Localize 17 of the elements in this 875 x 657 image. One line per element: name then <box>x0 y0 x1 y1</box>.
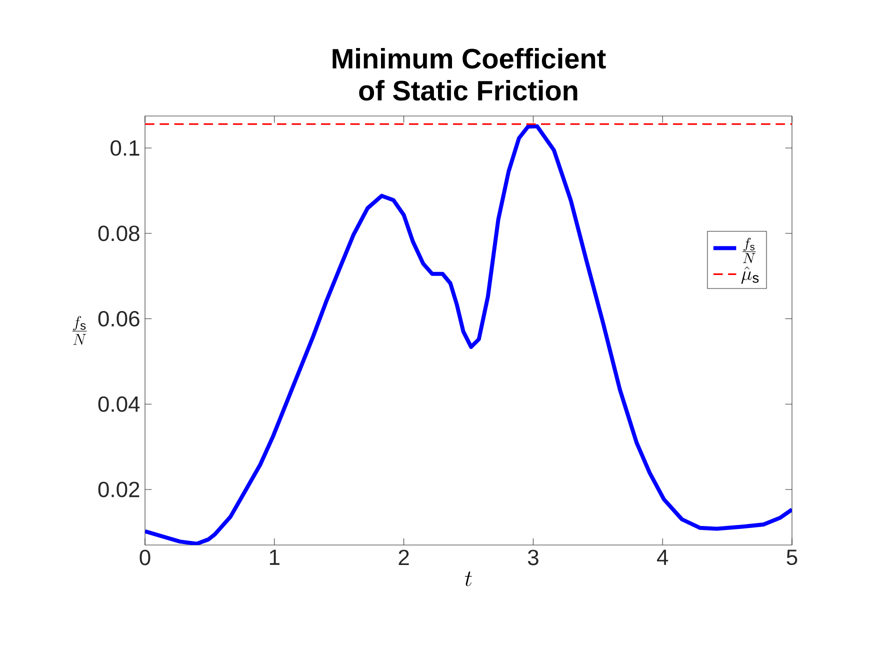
y-tick-label: 0.02 <box>98 482 140 498</box>
x-axis-title: $t$ <box>464 572 472 586</box>
x-tick-label: 5 <box>786 550 798 566</box>
x-tick-label: 4 <box>656 550 668 565</box>
y-tick-label: 0.08 <box>98 226 140 242</box>
legend-label: $\frac{f_\mathrm{s}}{N}$ <box>742 238 756 264</box>
y-tick-label: 0.04 <box>98 396 140 412</box>
x-tick-label: 0 <box>140 550 150 566</box>
chart-title: Minimum Coefficient of Static Friction <box>332 48 606 101</box>
legend-label: $\hat{\mu}_\mathrm{s}$ <box>741 266 759 284</box>
y-tick-label: 0.06 <box>98 310 140 327</box>
y-tick-label: 0.1 <box>110 140 140 156</box>
y-axis-title: $\frac{f_\mathrm{s}}{N}$ <box>72 316 87 345</box>
x-tick-label: 2 <box>398 550 409 566</box>
x-tick-label: 1 <box>270 550 280 565</box>
x-tick-label: 3 <box>528 550 538 566</box>
line-series <box>145 124 792 545</box>
